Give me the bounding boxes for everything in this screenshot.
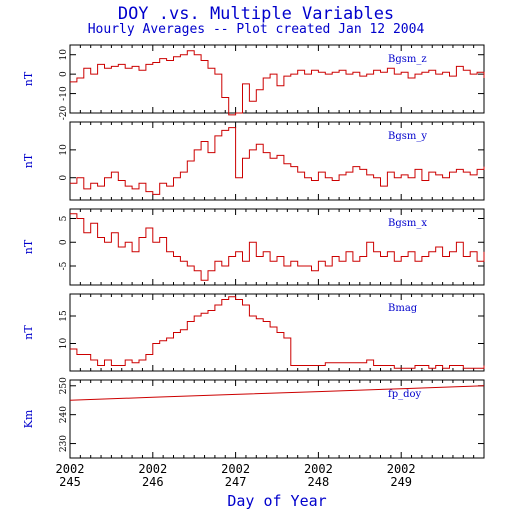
y-axis-label: nT: [22, 239, 35, 254]
series-label: Bgsm_z: [388, 54, 427, 65]
y-axis-label: Km: [22, 409, 35, 428]
x-tick-label-year: 2002: [221, 462, 250, 476]
x-tick-label-day: 249: [390, 475, 412, 489]
y-tick-label: 0: [59, 239, 69, 245]
chart-title: DOY .vs. Multiple Variables: [117, 4, 395, 24]
y-tick-label: -20: [59, 105, 69, 120]
panel-frame: [69, 379, 485, 459]
series-label: fp_doy: [388, 389, 422, 400]
y-tick-label: 10: [59, 144, 69, 156]
series-label: Bgsm_y: [388, 131, 427, 142]
x-tick-label-year: 2002: [304, 462, 333, 476]
y-axis-label: nT: [22, 153, 35, 168]
y-axis-label: nT: [22, 71, 35, 86]
x-tick-label-year: 2002: [138, 462, 167, 476]
y-tick-label: 240: [59, 406, 69, 423]
x-tick-label-day: 247: [225, 475, 247, 489]
series-line: [70, 213, 485, 281]
y-tick-label: 0: [59, 175, 69, 181]
x-tick-label-day: 246: [142, 475, 164, 489]
series-label: Bgsm_x: [388, 218, 427, 229]
x-tick-label-day: 245: [59, 475, 81, 489]
y-tick-label: 0: [59, 71, 69, 77]
series-label: Bmag: [388, 303, 418, 314]
y-tick-label: 5: [59, 215, 69, 221]
x-tick-label-day: 248: [308, 475, 330, 489]
series-line: [70, 127, 485, 195]
x-axis-label: Day of Year: [227, 492, 327, 510]
y-tick-label: -10: [59, 86, 69, 101]
y-axis-label: nT: [22, 325, 35, 340]
y-tick-label: 10: [59, 49, 69, 61]
series-line: [70, 296, 485, 369]
chart-subtitle: Hourly Averages -- Plot created Jan 12 2…: [87, 22, 425, 37]
y-tick-label: -5: [59, 261, 69, 270]
x-tick-label-year: 2002: [387, 462, 416, 476]
y-tick-label: 250: [59, 377, 69, 394]
series-line: [69, 385, 485, 401]
x-tick-label-year: 2002: [56, 462, 85, 476]
y-tick-label: 15: [59, 310, 69, 322]
y-tick-label: 10: [59, 338, 69, 350]
series-line: [70, 50, 485, 116]
y-tick-label: 230: [59, 435, 69, 452]
